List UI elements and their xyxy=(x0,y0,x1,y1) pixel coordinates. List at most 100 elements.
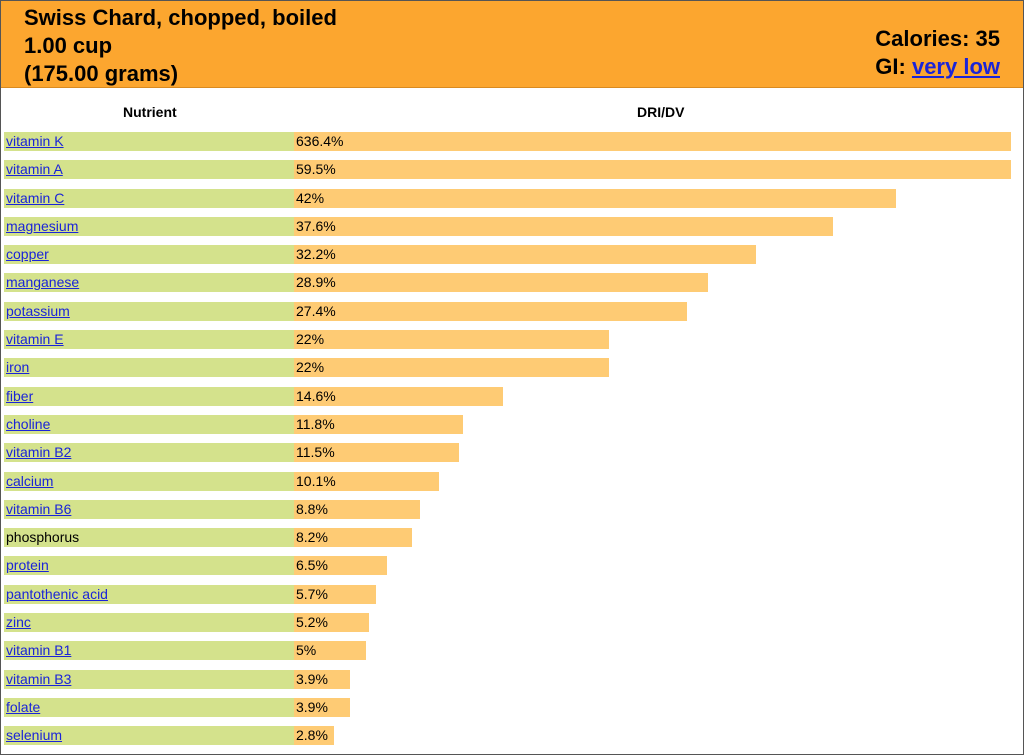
nutrient-row: vitamin K 636.4% xyxy=(1,132,1023,160)
nutrient-row: protein 6.5% xyxy=(1,556,1023,584)
dri-dv-value-label: 32.2% xyxy=(296,246,336,263)
nutrient-name-background xyxy=(4,641,304,661)
nutrient-row: manganese 28.9% xyxy=(1,273,1023,301)
dri-dv-value-label: 22% xyxy=(296,331,325,348)
nutrient-link[interactable]: vitamin B3 xyxy=(6,670,72,687)
gi-value-link[interactable]: very low xyxy=(911,54,1000,79)
dri-dv-value-label: 5% xyxy=(296,642,317,659)
dri-dv-value-label: 3.9% xyxy=(296,670,328,687)
nutrient-link[interactable]: pantothenic acid xyxy=(6,585,108,602)
nutrient-row: phosphorus 8.2% xyxy=(1,528,1023,556)
dri-dv-value-label: 28.9% xyxy=(296,274,336,291)
dri-dv-column-header: DRI/DV xyxy=(637,104,685,120)
nutrient-row: choline 11.8% xyxy=(1,414,1023,443)
nutrient-name-background xyxy=(4,188,304,208)
dri-dv-bar xyxy=(294,697,350,717)
dri-dv-value-label: 2.8% xyxy=(296,727,328,744)
dri-dv-bar xyxy=(294,528,412,548)
nutrient-name-background xyxy=(4,556,304,576)
dri-dv-value-label: 42% xyxy=(296,189,325,206)
nutrient-link[interactable]: vitamin B2 xyxy=(6,444,72,461)
nutrient-link[interactable]: potassium xyxy=(6,302,70,319)
nutrient-link[interactable]: selenium xyxy=(6,727,63,744)
dri-dv-value-label: 11.5% xyxy=(296,444,335,461)
nutrient-row: vitamin B6 8.8% xyxy=(1,499,1023,528)
nutrient-row: vitamin A 59.5% xyxy=(1,160,1023,188)
nutrient-link[interactable]: vitamin C xyxy=(6,189,65,206)
dri-dv-value-label: 636.4% xyxy=(296,133,344,149)
dri-dv-value-label: 5.2% xyxy=(296,614,328,631)
nutrient-name-background xyxy=(4,330,304,350)
nutrient-link[interactable]: vitamin B1 xyxy=(6,642,72,659)
dri-dv-value-label: 37.6% xyxy=(296,217,336,234)
nutrient-name-background xyxy=(4,584,304,604)
dri-dv-bar xyxy=(294,499,421,519)
dri-dv-value-label: 10.1% xyxy=(296,472,336,489)
dri-dv-value-label: 27.4% xyxy=(296,302,336,319)
dri-dv-value-label: 8.2% xyxy=(296,529,328,546)
nutrient-name-background xyxy=(4,301,304,321)
nutrient-link[interactable]: fiber xyxy=(6,387,34,404)
nutrient-name-background xyxy=(4,414,304,434)
calories-label: Calories: 35 xyxy=(875,26,1000,51)
nutrient-link[interactable]: manganese xyxy=(6,274,80,291)
dri-dv-value-label: 22% xyxy=(296,359,325,376)
nutrient-row: pantothenic acid 5.7% xyxy=(1,584,1023,613)
dri-dv-bar xyxy=(294,330,610,350)
food-header: Swiss Chard, chopped, boiled 1.00 cup (1… xyxy=(1,1,1023,88)
nutrient-link[interactable]: vitamin B6 xyxy=(6,500,72,517)
nutrient-link[interactable]: choline xyxy=(6,415,51,432)
nutrient-link[interactable]: zinc xyxy=(6,614,31,631)
nutrient-name-background xyxy=(4,443,304,463)
dri-dv-bar xyxy=(294,160,1011,180)
dri-dv-bar xyxy=(294,641,366,661)
food-info: Swiss Chard, chopped, boiled 1.00 cup (1… xyxy=(24,4,337,88)
nutrient-link[interactable]: vitamin E xyxy=(6,331,64,348)
nutrient-row: folate 3.9% xyxy=(1,697,1023,726)
nutrient-column-header: Nutrient xyxy=(123,104,177,120)
nutrient-row: vitamin B1 5% xyxy=(1,641,1023,669)
nutrient-link[interactable]: copper xyxy=(6,246,49,263)
serving-size: 1.00 cup xyxy=(24,33,113,58)
nutrient-link[interactable]: vitamin K xyxy=(6,133,64,149)
dri-dv-value-label: 3.9% xyxy=(296,698,328,715)
nutrient-name-background xyxy=(4,245,304,265)
dri-dv-bar xyxy=(294,471,439,491)
dri-dv-value-label: 14.6% xyxy=(296,387,336,404)
nutrient-link[interactable]: protein xyxy=(6,557,49,574)
nutrient-name-background xyxy=(4,358,304,378)
nutrient-link[interactable]: calcium xyxy=(6,472,54,489)
nutrient-name-background xyxy=(4,528,304,548)
dri-dv-bar xyxy=(294,414,464,434)
nutrient-link[interactable]: folate xyxy=(6,698,41,715)
nutrient-row: fiber 14.6% xyxy=(1,386,1023,415)
dri-dv-bar xyxy=(294,245,756,265)
nutrient-link[interactable]: vitamin A xyxy=(6,161,63,178)
nutrient-name-background xyxy=(4,216,304,236)
dri-dv-bar xyxy=(294,358,610,378)
dri-dv-bar xyxy=(294,584,376,604)
nutrient-name-background xyxy=(4,613,304,633)
nutrient-name-background xyxy=(4,726,304,746)
dri-dv-bar xyxy=(294,669,350,689)
dri-dv-bar xyxy=(294,556,388,576)
nutrient-row: vitamin E 22% xyxy=(1,330,1023,358)
nutrient-link[interactable]: iron xyxy=(6,359,30,376)
nutrient-link[interactable]: magnesium xyxy=(6,217,79,234)
dri-dv-value-label: 5.7% xyxy=(296,585,328,602)
nutrient-row: copper 32.2% xyxy=(1,245,1023,273)
nutrient-row: vitamin B3 3.9% xyxy=(1,669,1023,698)
dri-dv-bar xyxy=(294,726,335,746)
nutrient-bar-chart: vitamin K 636.4% vitamin A 59.5% vitamin C 42… xyxy=(1,132,1023,754)
nutrient-name-background xyxy=(4,160,304,180)
nutrient-name-background xyxy=(4,697,304,717)
nutrient-name-background xyxy=(4,386,304,406)
serving-grams: (175.00 grams) xyxy=(24,61,179,86)
nutrient-name-background xyxy=(4,273,304,293)
dri-dv-bar xyxy=(294,188,897,208)
dri-dv-value-label: 11.8% xyxy=(296,415,335,432)
food-name: Swiss Chard, chopped, boiled xyxy=(24,5,337,30)
gi-row: GI: very low xyxy=(875,53,1000,81)
nutrient-name-background xyxy=(4,669,304,689)
